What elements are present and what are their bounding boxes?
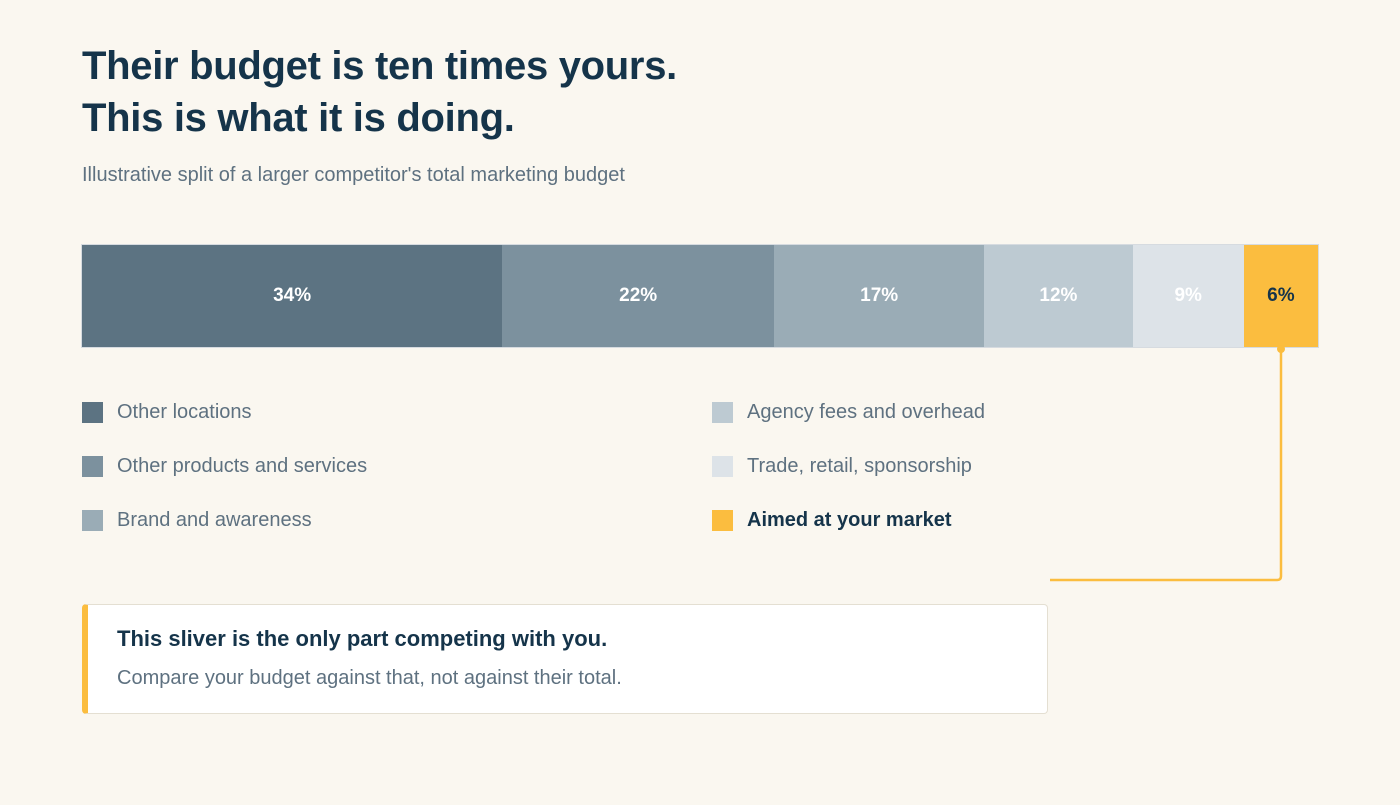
legend-swatch-5 (712, 455, 733, 477)
legend-item-4: Agency fees and overhead (712, 394, 985, 430)
chart-title-line-2: This is what it is doing. (82, 96, 515, 140)
legend-label-4: Agency fees and overhead (747, 400, 985, 423)
bar-segment-5: 9% (1132, 245, 1244, 347)
legend-swatch-1 (82, 401, 103, 423)
legend-swatch-2 (82, 455, 103, 477)
bar-segment-label-5: 9% (1174, 285, 1202, 306)
legend: Other locations Other products and servic… (82, 394, 1082, 554)
legend-swatch-6 (712, 509, 733, 531)
bar-segment-label-6: 6% (1267, 285, 1295, 306)
bar-segment-6: 6% (1243, 245, 1318, 347)
legend-item-1: Other locations (82, 394, 252, 430)
bar-segment-label-2: 22% (619, 285, 658, 306)
callout-body: Compare your budget against that, not ag… (117, 667, 622, 689)
bar-segment-2: 22% (502, 245, 775, 347)
bar-segment-label-3: 17% (860, 285, 899, 306)
legend-item-6: Aimed at your market (712, 502, 952, 538)
legend-item-5: Trade, retail, sponsorship (712, 448, 972, 484)
legend-label-2: Other products and services (117, 454, 368, 477)
bar-segment-label-1: 34% (273, 285, 312, 306)
bar-segment-label-4: 12% (1039, 285, 1078, 306)
stacked-bar: 34% 22% 17% 12% 9% 6% (82, 245, 1318, 347)
legend-item-3: Brand and awareness (82, 502, 312, 538)
legend-item-2: Other products and services (82, 448, 367, 484)
chart-subtitle: Illustrative split of a larger competito… (82, 164, 625, 186)
chart-title-line-1: Their budget is ten times yours. (82, 44, 677, 88)
legend-label-6: Aimed at your market (747, 508, 952, 531)
callout-heading: This sliver is the only part competing w… (117, 626, 608, 651)
legend-label-3: Brand and awareness (117, 508, 312, 531)
callout-box: This sliver is the only part competing w… (82, 604, 1048, 714)
chart-title: Their budget is ten times yours. This is… (82, 40, 677, 144)
bar-segment-3: 17% (774, 245, 985, 347)
legend-swatch-3 (82, 509, 103, 531)
legend-label-5: Trade, retail, sponsorship (747, 454, 972, 477)
legend-label-1: Other locations (117, 400, 252, 423)
legend-swatch-4 (712, 401, 733, 423)
connector-line (1050, 349, 1283, 582)
bar-segment-1: 34% (82, 245, 503, 347)
bar-segment-4: 12% (984, 245, 1133, 347)
